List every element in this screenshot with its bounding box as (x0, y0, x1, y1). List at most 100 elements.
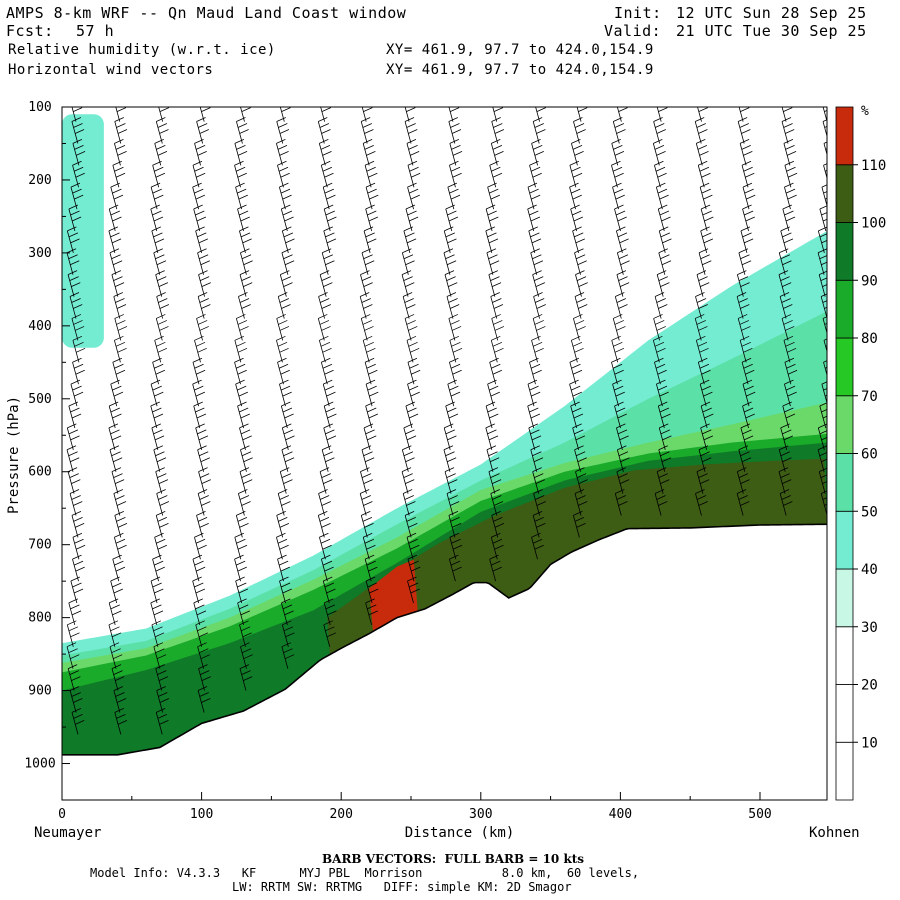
wind-barb (653, 117, 666, 144)
wind-barb (822, 316, 827, 335)
wind-barb (820, 490, 827, 516)
wind-barb (402, 292, 416, 319)
y-tick-label: 500 (28, 392, 51, 407)
end-location-label: Kohnen (809, 825, 860, 841)
wind-barb (155, 511, 169, 538)
wind-barb (281, 598, 294, 626)
wind-barb (699, 379, 713, 407)
wind-barb (657, 204, 671, 232)
wind-barb (71, 117, 85, 144)
x-tick-label: 500 (748, 807, 771, 822)
wind-barb (108, 204, 122, 232)
colorbar-label: 90 (861, 273, 878, 289)
wind-barb (407, 182, 420, 210)
wind-barb (535, 107, 546, 122)
wind-barb (741, 357, 755, 385)
wind-barb (445, 204, 459, 232)
wind-barb (234, 335, 248, 363)
wind-barb (66, 620, 80, 647)
wind-barb (361, 445, 375, 472)
wind-barb (280, 204, 294, 232)
wind-barb (784, 379, 797, 407)
wind-barb (156, 489, 170, 516)
wind-barb (237, 401, 250, 429)
wind-barb (407, 379, 420, 407)
wind-barb (572, 511, 586, 538)
wind-barb (66, 226, 80, 253)
wind-barb (69, 292, 83, 319)
wind-barb (819, 205, 827, 232)
wind-barb (657, 401, 671, 429)
wind-barb (155, 270, 169, 297)
wind-barb (277, 489, 291, 516)
wind-barb (279, 379, 292, 407)
wind-barb (109, 248, 123, 275)
wind-barb (318, 138, 332, 166)
wind-barb (532, 511, 546, 538)
wind-barb (485, 401, 499, 429)
wind-barb (235, 379, 248, 407)
wind-barb (317, 511, 331, 538)
y-tick-label: 300 (28, 246, 51, 261)
wind-barb (68, 598, 82, 626)
cross-section-endpoints-2: XY= 461.9, 97.7 to 424.0,154.9 (386, 62, 654, 78)
wind-barb (487, 182, 501, 210)
wind-barb (317, 314, 331, 341)
y-tick-label: 700 (28, 538, 51, 553)
wind-barb (320, 160, 334, 188)
colorbar-bin (835, 337, 854, 397)
wind-barb (192, 160, 206, 188)
wind-barb (401, 270, 415, 297)
wind-barb (737, 314, 751, 341)
wind-barb (780, 423, 794, 450)
terrain-fill (62, 524, 827, 800)
wind-barb (694, 314, 708, 341)
wind-barb (239, 270, 253, 297)
wind-barb (736, 489, 750, 516)
wind-barb (195, 423, 209, 450)
wind-barb (151, 226, 165, 253)
wind-barb (158, 107, 170, 122)
wind-barb (616, 248, 630, 275)
wind-barb (487, 379, 500, 407)
colorbar-bin (835, 741, 854, 801)
wind-barb (276, 532, 289, 560)
wind-barb (488, 270, 502, 297)
wind-barb (323, 620, 337, 647)
wind-barb (69, 489, 83, 516)
start-location-label: Neumayer (34, 825, 101, 841)
wind-barb (652, 138, 666, 166)
wind-barb (70, 182, 84, 210)
wind-barb (150, 576, 164, 604)
y-tick-label: 200 (28, 173, 51, 188)
valid-time: 21 UTC Tue 30 Sep 25 (676, 22, 867, 40)
wind-barb (783, 335, 797, 363)
colorbar-bin (835, 164, 854, 223)
x-tick-label: 400 (609, 807, 632, 822)
wind-barb (404, 314, 418, 341)
wind-barb (193, 598, 207, 626)
wind-barb (108, 598, 122, 626)
wind-barb (822, 107, 827, 122)
wind-barb (697, 107, 708, 122)
wind-barb (111, 664, 125, 691)
wind-barb (528, 226, 542, 253)
wind-barb (155, 664, 169, 691)
wind-barb (155, 467, 169, 494)
field-wind-label: Horizontal wind vectors (8, 62, 214, 78)
wind-barb (491, 314, 505, 341)
wind-barb (781, 117, 795, 144)
wind-barb (575, 270, 588, 297)
wind-barb (406, 335, 420, 363)
wind-barb (486, 248, 500, 275)
wind-barb (695, 292, 708, 319)
wind-barb (614, 204, 627, 232)
y-tick-label: 900 (28, 684, 51, 699)
colorbar-bin (835, 222, 854, 281)
wind-barb (616, 467, 630, 494)
model-info: Model Info: V4.3.3 KF MYJ PBL Morrison 8… (90, 866, 640, 880)
wind-barb (448, 314, 462, 341)
wind-barb (155, 117, 169, 144)
colorbar-bin (835, 106, 854, 166)
